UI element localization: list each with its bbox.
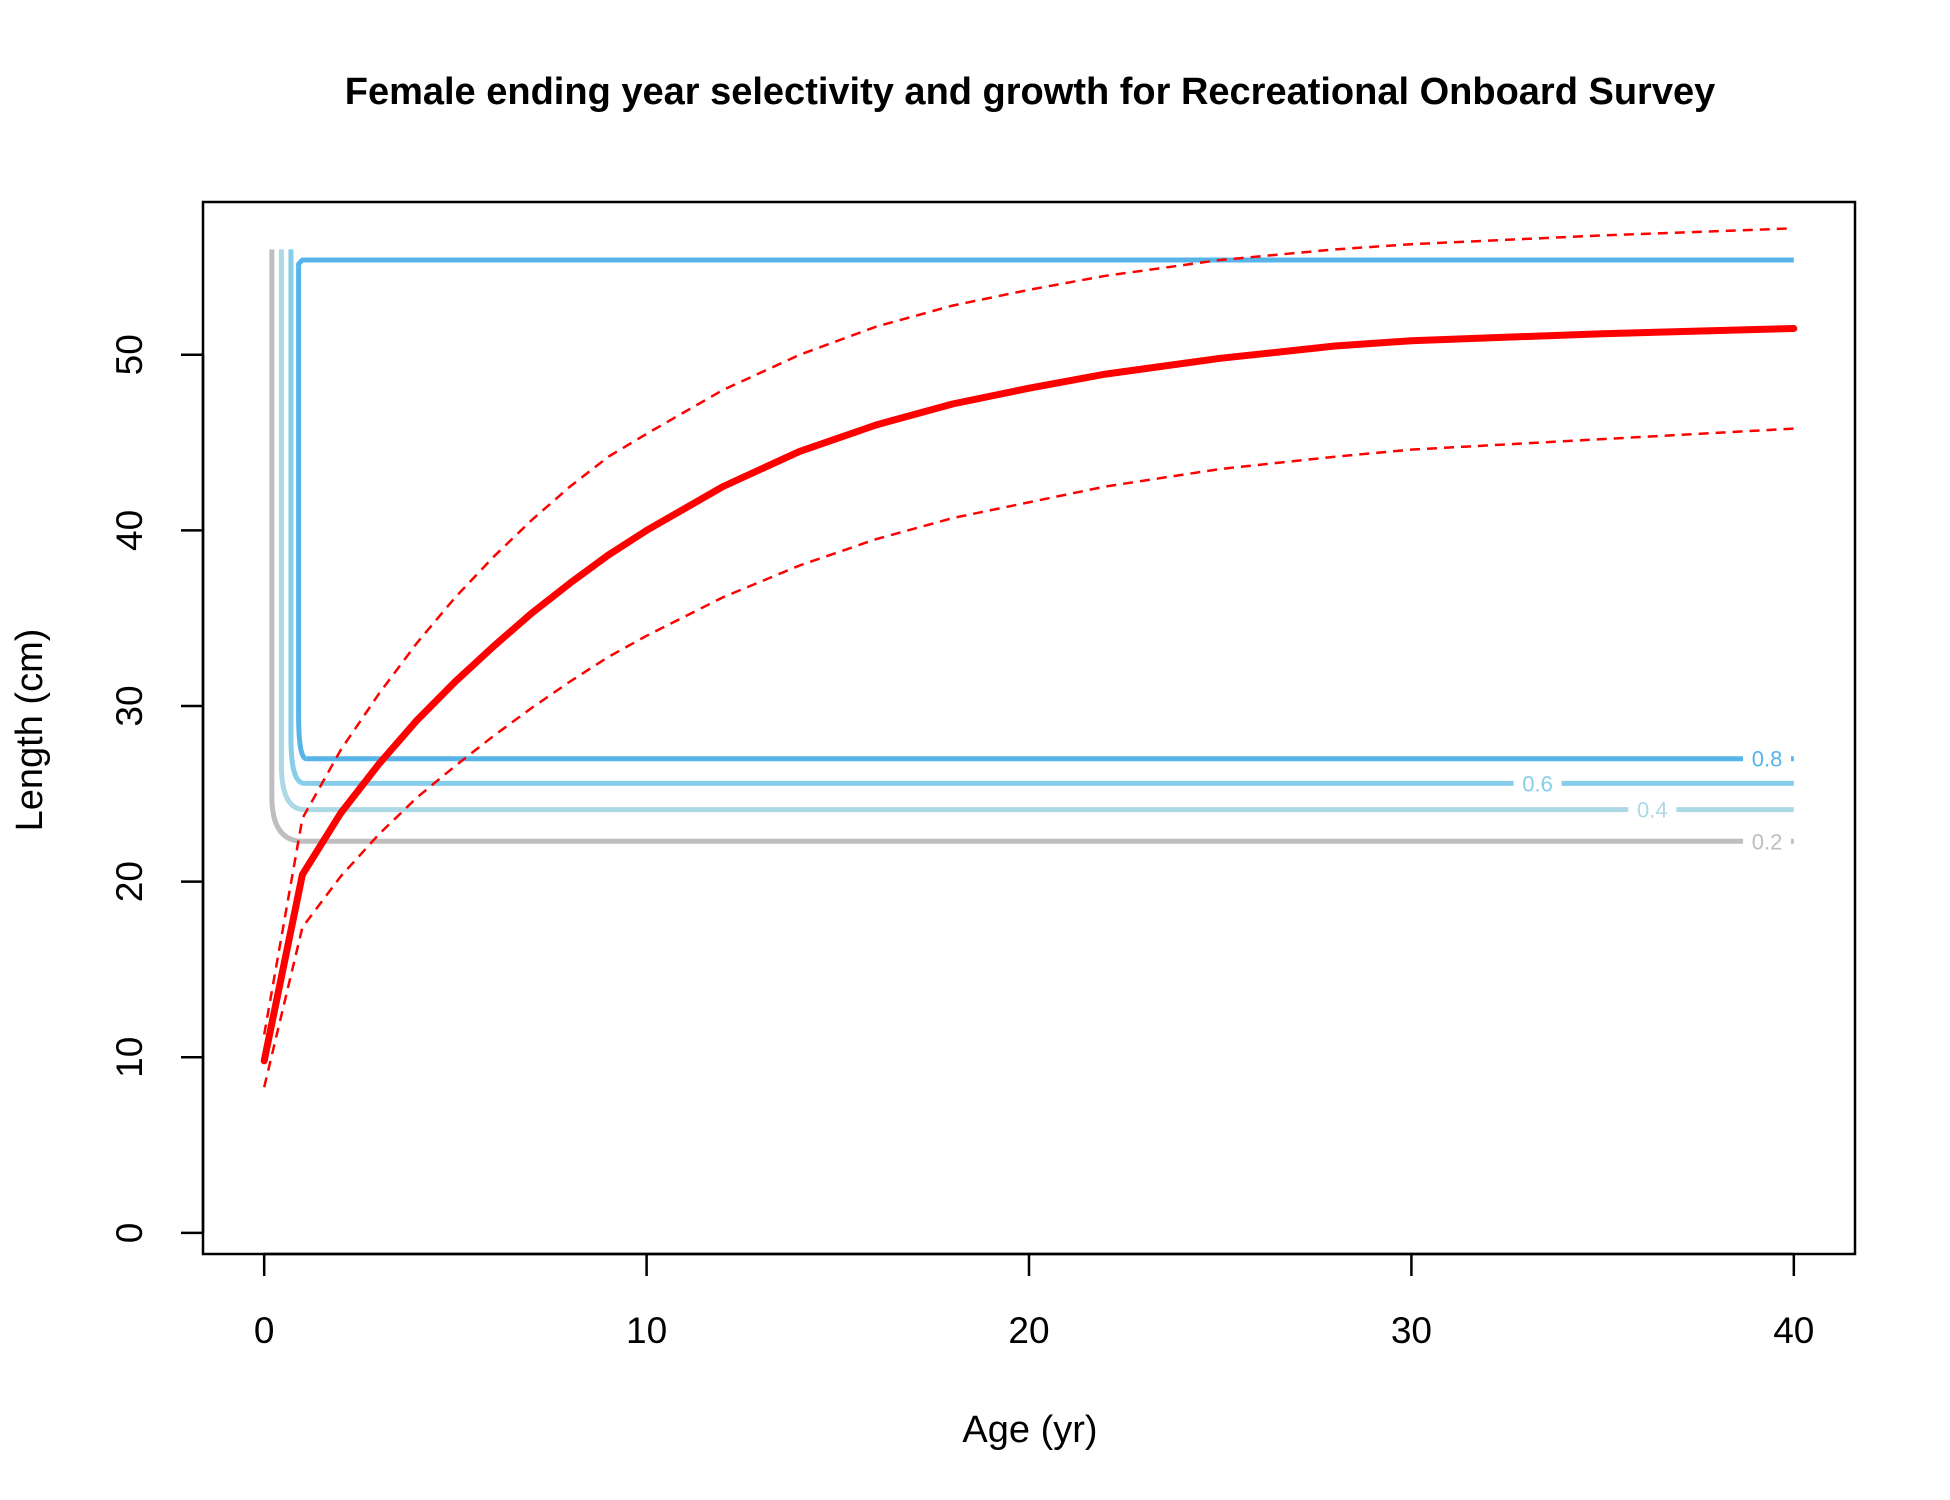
- x-axis: 0 10 20 30 40: [254, 1252, 1814, 1351]
- selectivity-contour-0.2: 0.2: [269, 249, 1794, 854]
- selectivity-contour-0.6: 0.6: [288, 249, 1794, 796]
- growth-lower-bound: [262, 427, 1794, 1088]
- y-tick-label-1: 10: [109, 1037, 150, 1078]
- contour-line-0.4: [278, 249, 305, 813]
- contour-label-0.6: 0.6: [1522, 771, 1553, 796]
- y-tick-label-2: 20: [109, 861, 150, 902]
- y-tick-label-0: 0: [109, 1223, 150, 1244]
- y-tick-label-4: 40: [109, 510, 150, 551]
- growth-curves: [260, 227, 1798, 1088]
- y-tick-label-3: 30: [109, 685, 150, 726]
- x-tick-label-4: 40: [1773, 1310, 1814, 1351]
- contour-line-0.2: [269, 249, 303, 844]
- x-tick-label-0: 0: [254, 1310, 275, 1351]
- y-axis-label: Length (cm): [9, 629, 51, 832]
- y-axis: 0 10 20 30 40 50: [109, 334, 205, 1244]
- y-tick-label-5: 50: [109, 334, 150, 375]
- chart-title: Female ending year selectivity and growt…: [345, 71, 1716, 113]
- contour-line-0.6: [288, 249, 305, 786]
- plot-frame: [201, 200, 1857, 1256]
- x-tick-label-3: 30: [1391, 1310, 1432, 1351]
- growth-upper-bound: [262, 227, 1794, 1035]
- x-axis-label: Age (yr): [962, 1409, 1097, 1451]
- contour-label-0.4: 0.4: [1637, 798, 1668, 823]
- selectivity-contour-0.4: 0.4: [278, 249, 1794, 823]
- contour-label-0.2: 0.2: [1752, 829, 1783, 854]
- contour-label-0.8: 0.8: [1752, 747, 1783, 772]
- selectivity-contour-0.8: 0.8: [296, 257, 1794, 772]
- contour-line-0.8: [296, 257, 1794, 762]
- x-tick-label-1: 10: [626, 1310, 667, 1351]
- x-tick-label-2: 20: [1008, 1310, 1049, 1351]
- growth-mean: [260, 325, 1798, 1065]
- plot-area: 0.2 0.4 0.6 0.8: [260, 227, 1798, 1088]
